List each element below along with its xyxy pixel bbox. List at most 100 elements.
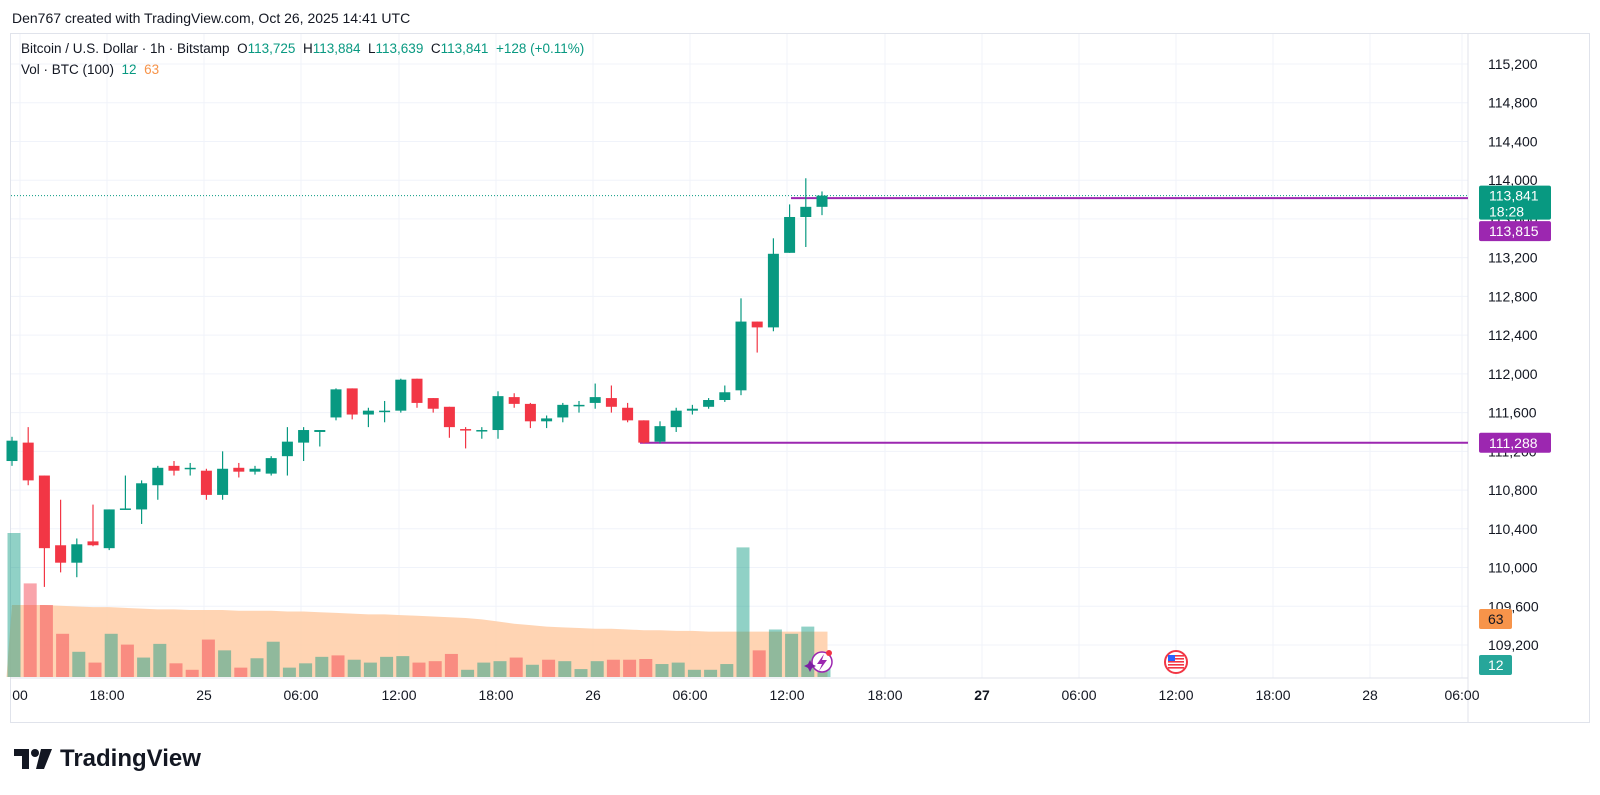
volume-bar xyxy=(785,633,799,677)
candle xyxy=(119,475,131,510)
price-tick-label: 113,200 xyxy=(1488,250,1538,266)
volume-bar xyxy=(7,533,21,677)
horizontal-lines xyxy=(11,195,1468,444)
candle xyxy=(103,509,115,551)
volume-bar xyxy=(639,659,653,677)
volume-bar xyxy=(687,669,701,677)
candle xyxy=(152,465,164,500)
candle xyxy=(638,420,650,444)
candle-body xyxy=(524,403,536,422)
volume-ma-area xyxy=(6,605,828,677)
time-tick-label: 06:00 xyxy=(1061,687,1096,703)
volume-bar xyxy=(801,626,815,677)
close-value: 113,841 xyxy=(440,41,489,56)
candle xyxy=(249,465,261,475)
candle xyxy=(314,430,326,447)
candle xyxy=(168,461,180,476)
price-tick-label: 110,400 xyxy=(1488,521,1538,537)
volume-bar xyxy=(752,650,766,677)
candle-body xyxy=(476,430,488,432)
candle-body xyxy=(265,458,277,474)
candle xyxy=(395,378,407,413)
candle xyxy=(200,468,212,500)
time-tick-label: 06:00 xyxy=(283,687,318,703)
sparkle-bolt-icon-bolt xyxy=(817,654,827,671)
chart-icons xyxy=(804,650,1188,674)
time-tick-label: 06:00 xyxy=(1444,687,1479,703)
volume-ma-value: 63 xyxy=(144,62,160,77)
volume-bar xyxy=(412,662,426,677)
lower-line-tag-bg xyxy=(1479,432,1551,453)
open-value: 113,725 xyxy=(247,41,296,56)
volume-bar xyxy=(88,662,102,677)
candle xyxy=(719,385,731,402)
volume-legend[interactable]: Vol · BTC (100) 12 63 xyxy=(21,62,159,77)
candle xyxy=(362,407,374,428)
volume-bar xyxy=(525,664,539,677)
tradingview-logo[interactable]: TradingView xyxy=(14,745,201,773)
candle-body xyxy=(573,404,585,407)
price-tick-label: 112,400 xyxy=(1488,327,1538,343)
time-tick-label: 12:00 xyxy=(769,687,804,703)
candle-body xyxy=(87,541,99,546)
volume-label[interactable]: Vol · BTC (100) xyxy=(21,62,115,77)
time-tick-label: 12:00 xyxy=(1158,687,1193,703)
candle-body xyxy=(541,418,553,422)
candle xyxy=(800,178,812,248)
candle-body xyxy=(379,410,391,413)
price-axis: 109,200109,600110,000110,400110,800111,2… xyxy=(1488,56,1539,653)
us-flag-icon-canton xyxy=(1168,655,1175,661)
chart-frame[interactable] xyxy=(10,33,1590,723)
volume-bar xyxy=(396,656,410,677)
volume-bar xyxy=(380,656,394,677)
upper-line-tag-bg xyxy=(1479,221,1551,242)
candle xyxy=(654,421,666,444)
volume-bar xyxy=(574,669,588,677)
high-key: H xyxy=(302,41,313,56)
volume-bar xyxy=(250,658,264,677)
candle xyxy=(298,427,310,462)
volume-bar xyxy=(623,659,637,677)
volume-ma-tag-bg xyxy=(1479,609,1512,629)
us-flag-icon-stripe xyxy=(1168,658,1184,660)
candle xyxy=(87,504,99,547)
volume-bar xyxy=(542,659,556,677)
volume-bar xyxy=(299,663,313,677)
lower-line-tag: 111,288 xyxy=(1479,432,1551,453)
candle-body xyxy=(168,465,180,471)
symbol-legend[interactable]: Bitcoin / U.S. Dollar · 1h · Bitstamp O1… xyxy=(21,41,584,56)
candle xyxy=(184,462,196,476)
volume-bar xyxy=(56,633,70,677)
candle-body xyxy=(767,253,779,328)
candle xyxy=(557,402,569,423)
candle-body xyxy=(346,388,358,415)
candle xyxy=(784,204,796,253)
volume-bar xyxy=(153,643,167,677)
volume-bar xyxy=(169,663,183,677)
volume-bar xyxy=(461,669,475,677)
us-flag-icon-stripe xyxy=(1168,664,1184,666)
upper-line-tag-text: 113,815 xyxy=(1489,223,1539,239)
candle xyxy=(622,402,634,423)
volume-bar xyxy=(493,661,507,677)
volume-tag-bg xyxy=(1479,655,1512,675)
price-tick-label: 112,000 xyxy=(1488,366,1538,382)
candle xyxy=(508,393,520,408)
candle xyxy=(71,538,83,578)
candle xyxy=(22,427,34,486)
candle-body xyxy=(71,544,83,563)
price-tick-label: 110,800 xyxy=(1488,482,1538,498)
time-tick-label: 18:00 xyxy=(867,687,902,703)
volume-bar xyxy=(720,664,734,677)
time-tick-label: 12:00 xyxy=(381,687,416,703)
candle xyxy=(136,480,148,524)
volume-bar xyxy=(282,667,296,677)
symbol-name[interactable]: Bitcoin / U.S. Dollar · 1h · Bitstamp xyxy=(21,41,230,56)
low-value: 113,639 xyxy=(375,41,424,56)
volume-bar xyxy=(590,661,604,677)
volume-bar xyxy=(218,650,232,677)
candle xyxy=(265,456,277,476)
candle xyxy=(281,427,293,476)
